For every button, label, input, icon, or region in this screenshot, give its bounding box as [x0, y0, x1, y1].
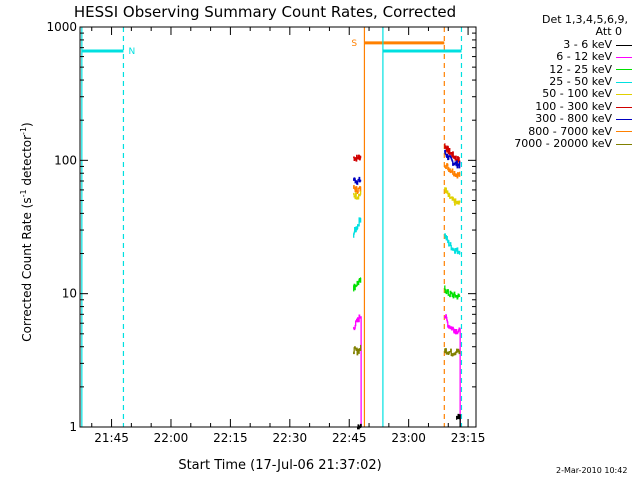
legend-label: 12 - 25 keV	[549, 62, 612, 76]
date-stamp: 2-Mar-2010 10:42	[556, 466, 628, 475]
legend-header-1: Det 1,3,4,5,6,9,	[541, 13, 628, 26]
legend-label: 100 - 300 keV	[535, 99, 612, 113]
legend-label: 300 - 800 keV	[535, 112, 612, 126]
legend-entry: 300 - 800 keV	[482, 112, 632, 126]
x-tick-label: 23:00	[391, 431, 426, 445]
interval-label: N	[128, 47, 135, 57]
series-line-25-50keV	[444, 233, 461, 255]
observing-intervals: NS	[81, 27, 463, 427]
x-tick-label: 21:45	[94, 431, 129, 445]
legend-swatch	[616, 56, 632, 58]
legend-entry: 50 - 100 keV	[482, 88, 632, 100]
legend-label: 50 - 100 keV	[542, 87, 612, 101]
legend-label: 800 - 7000 keV	[528, 124, 612, 138]
legend-label: 7000 - 20000 keV	[514, 137, 612, 151]
legend-swatch	[616, 143, 632, 145]
y-tick-label: 100	[54, 153, 77, 167]
legend-label: 25 - 50 keV	[549, 75, 612, 89]
y-axis-label: Corrected Count Rate (s-1 detector-1)	[19, 122, 34, 341]
plot-frame	[79, 26, 477, 428]
legend-label: 3 - 6 keV	[563, 37, 612, 51]
series-line-6-12keV	[444, 314, 461, 427]
x-tick-label: 22:15	[213, 431, 248, 445]
legend-entry: 3 - 6 keV	[482, 37, 632, 51]
legend-swatch	[616, 81, 632, 83]
legend-swatch	[616, 106, 632, 108]
axes: 21:45 22:00 22:15 22:30 22:45 23:00 23:15 1 10 10…	[46, 20, 485, 445]
series-line-12-25keV	[444, 285, 461, 300]
series-line-25-50keV	[353, 217, 362, 238]
series-line-50-100keV	[444, 187, 461, 206]
series-line-7000-20000keV	[353, 344, 362, 356]
legend-swatch	[616, 94, 632, 96]
legend-entry: 7000 - 20000 keV	[482, 137, 632, 151]
y-tick-label: 1000	[46, 20, 77, 34]
series-line-300-800keV	[353, 176, 362, 185]
legend-swatch	[616, 131, 632, 133]
series-line-3-6keV	[456, 413, 461, 427]
series-group	[353, 143, 461, 430]
x-tick-label: 23:15	[451, 431, 486, 445]
legend-label: 6 - 12 keV	[556, 50, 612, 64]
series-line-100-300keV	[353, 154, 362, 162]
series-line-50-100keV	[353, 190, 362, 200]
x-axis-label: Start Time (17-Jul-06 21:37:02)	[178, 458, 381, 473]
x-tick-label: 22:30	[273, 431, 308, 445]
y-tick-label: 10	[62, 287, 77, 301]
legend-entry: 6 - 12 keV	[482, 50, 632, 64]
legend-entry: 12 - 25 keV	[482, 62, 632, 76]
interval-label: S	[351, 39, 357, 49]
legend-entry: 100 - 300 keV	[482, 99, 632, 113]
y-tick-label: 1	[69, 420, 77, 434]
x-tick-label: 22:00	[154, 431, 189, 445]
legend-entry: 800 - 7000 keV	[482, 124, 632, 138]
x-tick-label: 22:45	[332, 431, 367, 445]
legend-swatch	[616, 69, 632, 71]
series-line-800-7000keV	[444, 163, 461, 179]
legend-swatch	[616, 44, 632, 46]
series-line-800-7000keV	[353, 185, 362, 194]
series-line-12-25keV	[353, 277, 362, 292]
series-line-7000-20000keV	[444, 348, 461, 357]
series-line-3-6keV	[357, 423, 362, 430]
series-line-6-12keV	[353, 314, 362, 427]
series-line-300-800keV	[444, 149, 461, 169]
legend-swatch	[616, 118, 632, 120]
legend-entry: 25 - 50 keV	[482, 75, 632, 89]
legend: Det 1,3,4,5,6,9, Att 0 3 - 6 keV 6 - 12 k…	[482, 13, 632, 151]
legend-header-2: Att 0	[595, 25, 622, 39]
chart-title: HESSI Observing Summary Count Rates, Cor…	[74, 3, 456, 21]
